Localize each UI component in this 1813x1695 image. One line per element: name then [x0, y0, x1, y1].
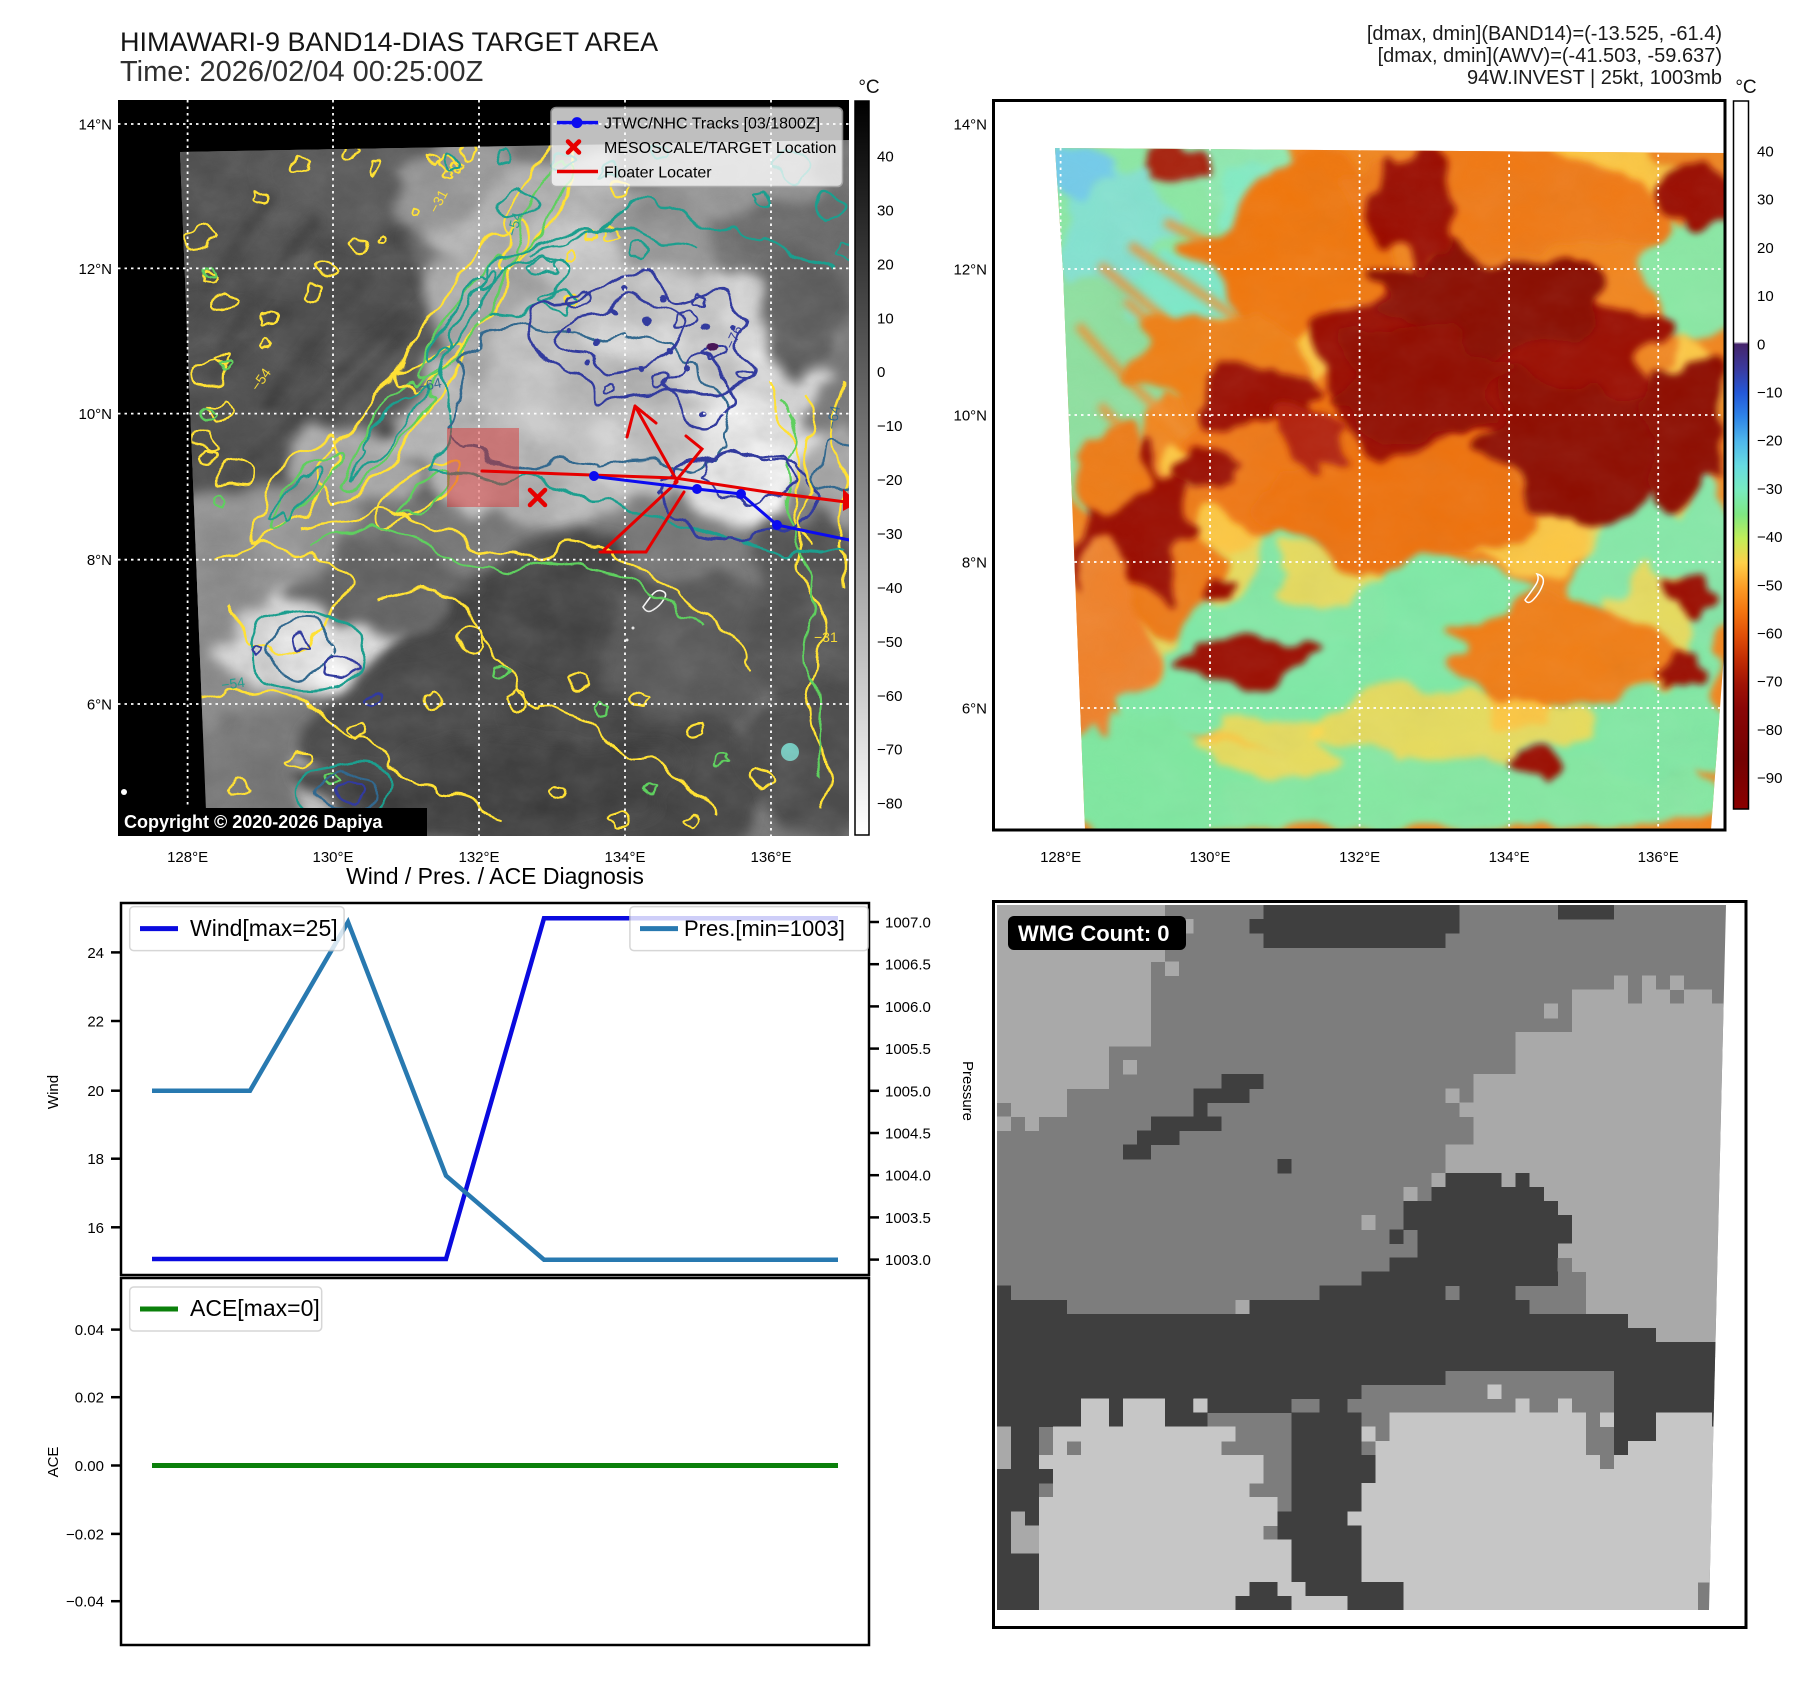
svg-text:132°E: 132°E: [1339, 849, 1380, 866]
svg-text:−0.02: −0.02: [66, 1526, 104, 1543]
svg-text:14°N: 14°N: [78, 117, 112, 134]
svg-text:0.04: 0.04: [75, 1322, 104, 1339]
svg-text:°C: °C: [858, 77, 879, 98]
svg-text:6°N: 6°N: [962, 701, 987, 718]
svg-text:1006.5: 1006.5: [885, 957, 931, 974]
svg-text:−10: −10: [1757, 385, 1782, 402]
svg-text:8°N: 8°N: [87, 552, 112, 569]
svg-text:MESOSCALE/TARGET Location: MESOSCALE/TARGET Location: [604, 140, 836, 157]
svg-text:−20: −20: [1757, 433, 1782, 450]
svg-text:20: 20: [877, 256, 894, 273]
svg-text:94W.INVEST | 25kt, 1003mb: 94W.INVEST | 25kt, 1003mb: [1467, 67, 1722, 89]
svg-text:1007.0: 1007.0: [885, 915, 931, 932]
svg-text:Pres.[min=1003]: Pres.[min=1003]: [684, 916, 845, 941]
svg-text:1005.0: 1005.0: [885, 1083, 931, 1100]
svg-text:−30: −30: [1757, 481, 1782, 498]
svg-text:20: 20: [1757, 240, 1774, 257]
svg-text:−80: −80: [877, 796, 902, 813]
svg-text:1005.5: 1005.5: [885, 1041, 931, 1058]
svg-text:Time: 2026/02/04 00:25:00Z: Time: 2026/02/04 00:25:00Z: [120, 56, 483, 88]
svg-text:12°N: 12°N: [78, 261, 112, 278]
svg-text:22: 22: [87, 1014, 104, 1031]
svg-text:134°E: 134°E: [604, 849, 645, 866]
svg-text:−40: −40: [1757, 529, 1782, 546]
svg-text:40: 40: [1757, 144, 1774, 161]
svg-text:130°E: 130°E: [1189, 849, 1230, 866]
svg-text:−54: −54: [220, 674, 246, 693]
svg-text:130°E: 130°E: [312, 849, 353, 866]
svg-text:136°E: 136°E: [1638, 849, 1679, 866]
svg-text:−50: −50: [1757, 577, 1782, 594]
svg-text:−20: −20: [877, 472, 902, 489]
svg-text:−50: −50: [877, 634, 902, 651]
svg-text:8°N: 8°N: [962, 555, 987, 572]
svg-text:30: 30: [1757, 192, 1774, 209]
svg-text:ACE[max=0]: ACE[max=0]: [190, 1295, 320, 1321]
svg-text:1006.0: 1006.0: [885, 999, 931, 1016]
svg-text:ACE: ACE: [45, 1447, 62, 1478]
svg-text:Copyright © 2020-2026 Dapiya: Copyright © 2020-2026 Dapiya: [124, 812, 383, 832]
svg-text:−80: −80: [1757, 722, 1782, 739]
svg-text:20: 20: [87, 1083, 104, 1100]
svg-text:−64: −64: [416, 374, 443, 395]
svg-text:1004.0: 1004.0: [885, 1168, 931, 1185]
svg-text:30: 30: [877, 202, 894, 219]
svg-text:128°E: 128°E: [1040, 849, 1081, 866]
svg-text:−70: −70: [877, 742, 902, 759]
svg-text:Wind[max=25]: Wind[max=25]: [190, 915, 338, 941]
svg-text:0.02: 0.02: [75, 1390, 104, 1407]
svg-text:18: 18: [87, 1151, 104, 1168]
svg-text:WMG Count: 0: WMG Count: 0: [1018, 921, 1170, 946]
svg-text:Wind / Pres. / ACE Diagnosis: Wind / Pres. / ACE Diagnosis: [346, 863, 644, 889]
svg-text:6°N: 6°N: [87, 697, 112, 714]
svg-text:Floater Locater: Floater Locater: [604, 165, 712, 182]
svg-text:16: 16: [87, 1220, 104, 1237]
svg-text:132°E: 132°E: [458, 849, 499, 866]
svg-text:JTWC/NHC Tracks [03/1800Z]: JTWC/NHC Tracks [03/1800Z]: [604, 116, 820, 133]
svg-text:−10: −10: [877, 418, 902, 435]
svg-text:24: 24: [87, 945, 104, 962]
svg-text:−90: −90: [1757, 770, 1782, 787]
svg-text:[dmax, dmin](AWV)=(-41.503, -5: [dmax, dmin](AWV)=(-41.503, -59.637): [1378, 45, 1722, 67]
svg-text:0: 0: [877, 364, 885, 381]
svg-text:Wind: Wind: [45, 1075, 62, 1109]
svg-text:134°E: 134°E: [1489, 849, 1530, 866]
svg-text:128°E: 128°E: [167, 849, 208, 866]
svg-text:1003.0: 1003.0: [885, 1252, 931, 1269]
svg-text:HIMAWARI-9 BAND14-DIAS TARGET: HIMAWARI-9 BAND14-DIAS TARGET AREA: [120, 27, 658, 57]
svg-text:1003.5: 1003.5: [885, 1210, 931, 1227]
svg-text:−60: −60: [1757, 626, 1782, 643]
svg-text:−0.04: −0.04: [66, 1594, 104, 1611]
svg-text:14°N: 14°N: [953, 117, 987, 134]
svg-text:−60: −60: [877, 688, 902, 705]
svg-text:0: 0: [1757, 336, 1765, 353]
svg-text:40: 40: [877, 149, 894, 166]
svg-text:12°N: 12°N: [953, 262, 987, 279]
svg-text:−70: −70: [1757, 674, 1782, 691]
svg-text:−64: −64: [823, 404, 843, 430]
svg-text:0.00: 0.00: [75, 1458, 104, 1475]
svg-text:10°N: 10°N: [953, 408, 987, 425]
svg-text:−31: −31: [814, 629, 838, 645]
svg-text:−54: −54: [503, 210, 525, 237]
svg-text:−30: −30: [877, 526, 902, 543]
svg-text:°C: °C: [1735, 77, 1756, 98]
svg-text:136°E: 136°E: [750, 849, 791, 866]
svg-text:10: 10: [877, 310, 894, 327]
svg-text:Pressure: Pressure: [959, 1061, 976, 1121]
svg-text:−40: −40: [877, 580, 902, 597]
svg-text:10: 10: [1757, 288, 1774, 305]
svg-text:10°N: 10°N: [78, 406, 112, 423]
svg-text:1004.5: 1004.5: [885, 1126, 931, 1143]
svg-text:[dmax, dmin](BAND14)=(-13.525,: [dmax, dmin](BAND14)=(-13.525, -61.4): [1367, 23, 1722, 45]
